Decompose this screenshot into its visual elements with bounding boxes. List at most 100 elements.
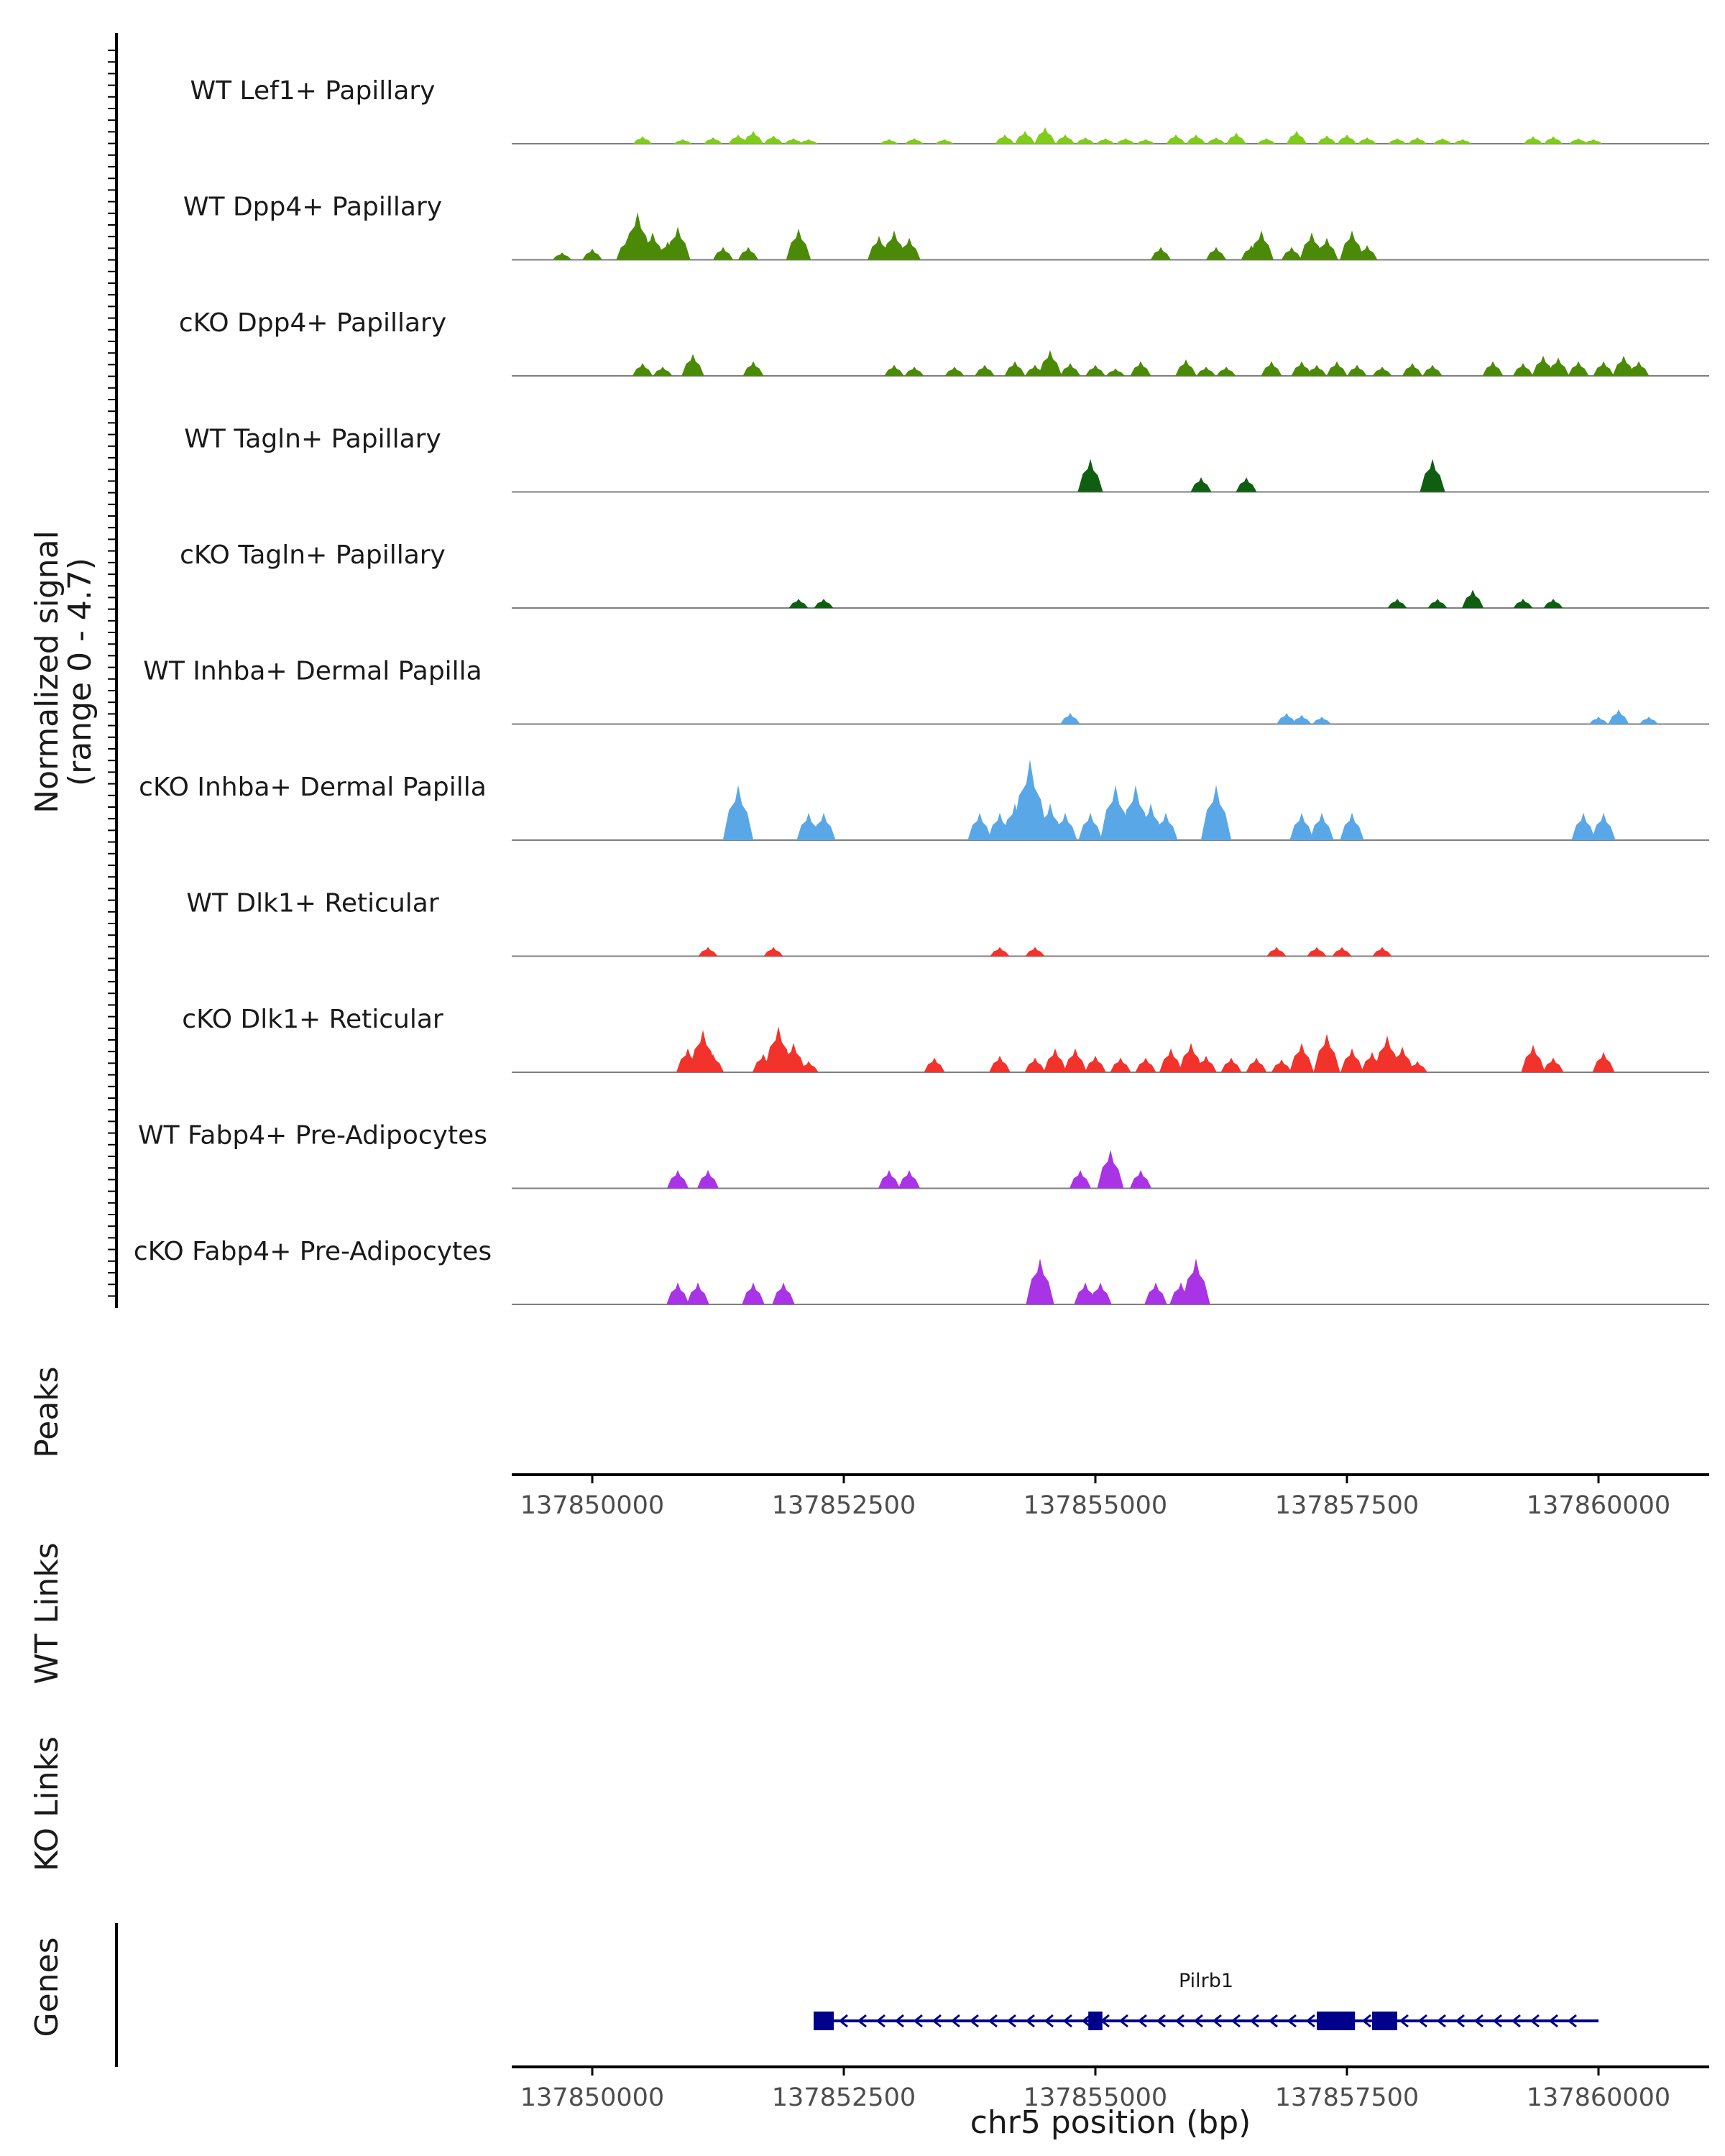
signal-peak [1372, 367, 1392, 376]
signal-peak [1289, 1043, 1314, 1072]
signal-peak [1025, 946, 1045, 957]
signal-peak [1190, 477, 1212, 492]
signal-peak [1326, 361, 1348, 376]
strand-arrow [875, 2014, 886, 2028]
signal-peak [698, 946, 718, 957]
signal-peak [1513, 599, 1533, 608]
signal-peak [681, 354, 704, 376]
y-axis-range: (range 0 - 4.7) [62, 558, 98, 786]
signal-peak [904, 367, 924, 376]
signal-peak [742, 131, 764, 144]
strand-arrow [1025, 2014, 1035, 2028]
signal-peak [1026, 1258, 1054, 1304]
track-label: WT Dlk1+ Reticular [186, 889, 438, 918]
signal-peak [1357, 137, 1377, 144]
track-3: WT Tagln+ Papillary [184, 425, 1709, 493]
track-label: cKO Fabp4+ Pre-Adipocytes [134, 1237, 492, 1266]
signal-peak [763, 946, 783, 957]
signal-peak [666, 1282, 689, 1304]
signal-peak [653, 367, 673, 376]
signal-peak [1390, 1046, 1414, 1072]
track-label: cKO Dpp4+ Papillary [179, 308, 446, 338]
signal-peak [1453, 139, 1472, 144]
signal-peak [1059, 363, 1081, 376]
signal-peak [1591, 812, 1616, 840]
signal-peak [878, 1169, 901, 1189]
signal-peak [884, 364, 904, 376]
gene-track [814, 2012, 1598, 2030]
signal-peak [1532, 355, 1555, 376]
signal-peak [696, 1169, 719, 1189]
peaks-x-ticks: 137850000 137852500 137855000 137857500 1378… [520, 1475, 1670, 1520]
signal-peak [686, 1282, 709, 1304]
signal-peak [742, 1282, 765, 1304]
signal-peak [1584, 139, 1603, 144]
signal-y-ticks [108, 50, 116, 1297]
strand-arrow [1287, 2014, 1297, 2028]
signal-peak [1220, 1057, 1242, 1072]
signal-peak [786, 229, 811, 260]
signal-peak [1186, 134, 1206, 144]
signal-peak [1034, 127, 1056, 144]
signal-peak [1150, 247, 1172, 260]
signal-peak [772, 1282, 795, 1304]
signal-peak [1144, 1282, 1167, 1304]
signal-peak [1340, 1048, 1363, 1072]
strand-arrow [1530, 2014, 1540, 2028]
signal-peak [1014, 131, 1036, 144]
signal-peak [703, 137, 723, 144]
signal-peak [924, 1057, 945, 1072]
signal-peak [1347, 364, 1367, 376]
track-7: WT Dlk1+ Reticular [186, 889, 1709, 957]
signal-peak [742, 361, 764, 376]
signal-peak [1289, 812, 1314, 840]
signal-peak [1300, 232, 1324, 260]
signal-peak [1060, 713, 1080, 724]
signal-peak [1542, 1057, 1564, 1072]
strand-arrow [1548, 2014, 1558, 2028]
signal-peak [1195, 1056, 1217, 1072]
signal-peak [989, 1056, 1011, 1072]
strand-arrow [1511, 2014, 1521, 2028]
genes-x-ticks: 137850000 137852500 137855000 137857500 1378… [520, 2067, 1670, 2112]
strand-arrow [894, 2014, 904, 2028]
signal-peak [799, 1061, 819, 1072]
signal-peak [1523, 136, 1543, 144]
track-label: cKO Inhba+ Dermal Papilla [139, 773, 487, 802]
signal-peak [898, 1169, 921, 1189]
signal-peak [1387, 599, 1407, 608]
signal-peak [1313, 1033, 1340, 1072]
wt-links-label: WT Links [29, 1542, 65, 1684]
signal-peak [1569, 138, 1588, 144]
track-5: WT Inhba+ Dermal Papilla [143, 657, 1709, 725]
signal-peak [1568, 361, 1589, 376]
signal-peak [1571, 812, 1596, 840]
signal-peak [1196, 367, 1216, 376]
x-tick-label: 137860000 [1527, 1491, 1670, 1520]
signal-peak [673, 139, 692, 144]
track-6: cKO Inhba+ Dermal Papilla [139, 759, 1709, 841]
signal-peak [1136, 139, 1155, 144]
track-label: WT Lef1+ Papillary [190, 76, 436, 106]
signal-peak [1069, 1169, 1092, 1189]
signal-peak [1512, 363, 1534, 376]
strand-arrow [988, 2014, 998, 2028]
strand-arrow [1455, 2014, 1465, 2028]
gene-label: Pilrb1 [1179, 1970, 1233, 1992]
strand-arrow [857, 2014, 867, 2028]
strand-arrow [1062, 2014, 1072, 2028]
signal-peak [1543, 136, 1563, 144]
signal-peak [1129, 1169, 1152, 1189]
signal-peak [1340, 230, 1364, 260]
signal-peak [640, 232, 665, 260]
signal-peak [1317, 135, 1337, 144]
signal-peak [1053, 812, 1077, 840]
strand-arrow [1305, 2014, 1315, 2028]
strand-arrow [1174, 2014, 1184, 2028]
signal-peak [632, 363, 653, 376]
signal-peak [1310, 812, 1334, 840]
signal-peak [781, 1043, 806, 1072]
signal-peak [814, 599, 834, 608]
signal-peak [552, 252, 572, 260]
signal-peak [1337, 134, 1357, 144]
